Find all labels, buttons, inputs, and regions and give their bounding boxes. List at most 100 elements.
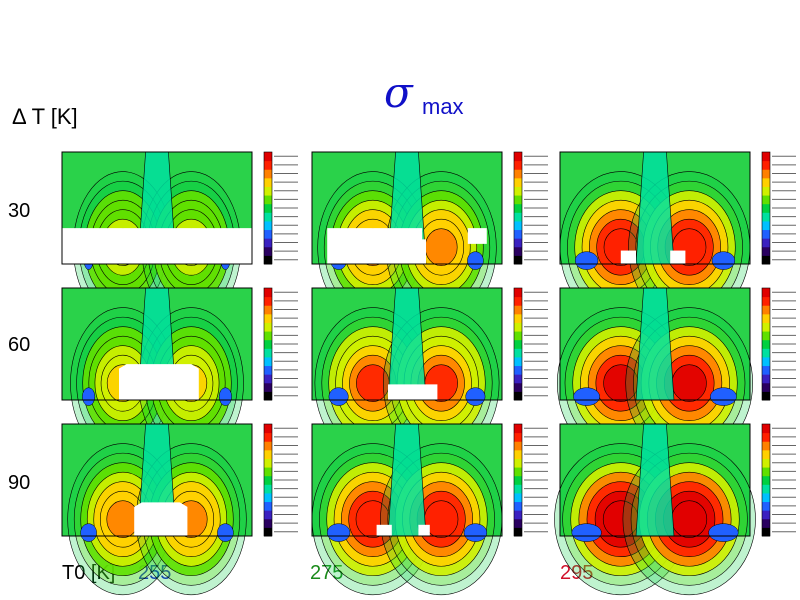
colorbar-segment	[514, 246, 522, 256]
colorbar-segment	[762, 169, 770, 179]
colorbar-segment	[514, 391, 522, 401]
colorbar-segment	[762, 339, 770, 349]
colorbar-segment	[762, 220, 770, 231]
colorbar-segment	[514, 186, 522, 196]
colorbar-segment	[762, 374, 770, 384]
colorbar-segment	[264, 212, 272, 222]
colorbar-frame	[761, 423, 771, 537]
colorbar-segment	[264, 296, 272, 306]
colorbar-segment	[264, 348, 272, 358]
colorbar-segment	[264, 501, 272, 511]
colorbar-segment	[514, 365, 522, 375]
colorbar-segment	[514, 177, 522, 187]
colorbar-segment	[762, 527, 770, 537]
colorbar-segment	[264, 339, 272, 349]
colorbar-segment	[762, 348, 770, 358]
plot-frame	[61, 151, 253, 265]
colorbar-segment	[762, 305, 770, 315]
contour-panel	[61, 423, 322, 596]
plot-frame	[61, 287, 253, 401]
colorbar-segment	[514, 356, 522, 367]
title-symbol: σ	[384, 68, 413, 117]
colorbar-segment	[264, 160, 272, 170]
contour-cold-core	[326, 523, 351, 542]
colorbar-segment	[762, 365, 770, 375]
colorbar-segment	[762, 322, 770, 332]
plot-frame	[311, 423, 503, 537]
plot-frame	[559, 423, 751, 537]
contour-line	[671, 364, 707, 402]
colorbar-frame	[513, 423, 523, 537]
plot-frame	[559, 151, 751, 265]
colorbar-segment	[264, 527, 272, 537]
row-label-90: 90	[8, 472, 31, 494]
colorbar-segment	[264, 305, 272, 315]
colorbar-segment	[264, 186, 272, 196]
colorbar-segment	[762, 229, 770, 239]
colorbar-segment	[514, 331, 522, 341]
colorbar-segment	[514, 527, 522, 537]
colorbar-segment	[264, 441, 272, 451]
colorbar-segment	[762, 518, 770, 528]
colorbar-segment	[264, 203, 272, 213]
colorbar-segment	[514, 305, 522, 315]
contour-line	[671, 500, 708, 538]
contour-plot	[61, 151, 298, 324]
plot-frame	[559, 287, 751, 401]
colorbar-segment	[762, 467, 770, 477]
colorbar-segment	[264, 255, 272, 265]
colorbar-segment	[264, 288, 272, 298]
colorbar-segment	[762, 238, 770, 248]
contour-panel	[311, 287, 572, 460]
contour-cold-core	[574, 251, 599, 270]
colorbar-segment	[264, 449, 272, 459]
orography-mask	[418, 524, 430, 536]
colorbar-segment	[264, 322, 272, 332]
contour-plot	[559, 151, 796, 324]
colorbar-segment	[762, 458, 770, 468]
contour-plot	[311, 287, 548, 460]
colorbar-segment	[514, 484, 522, 494]
colorbar-segment	[264, 220, 272, 231]
colorbar-segment	[762, 449, 770, 459]
colorbar-segment	[514, 229, 522, 239]
colorbar-segment	[762, 160, 770, 170]
colorbar-segment	[762, 501, 770, 511]
colorbar-segment	[762, 432, 770, 442]
contour-cold-core	[467, 251, 484, 270]
colorbar-segment	[762, 296, 770, 306]
contour-plot	[557, 287, 796, 460]
colorbar-segment	[264, 424, 272, 434]
colorbar-segment	[514, 169, 522, 179]
colorbar-segment	[264, 382, 272, 392]
contour-plot	[61, 423, 298, 596]
colorbar-segment	[514, 296, 522, 306]
colorbar-segment	[762, 152, 770, 162]
colorbar-segment	[514, 510, 522, 520]
colorbar-segment	[264, 475, 272, 485]
orography-mask	[670, 250, 686, 264]
contour-cold-core	[463, 523, 488, 542]
orography-mask	[369, 239, 426, 264]
contour-panel	[61, 287, 322, 460]
contour-line	[106, 500, 140, 538]
contour-cold-core	[708, 523, 739, 542]
orography-mask	[376, 524, 392, 536]
colorbar-segment	[762, 424, 770, 434]
contour-cold-core	[573, 387, 600, 406]
colorbar-segment	[762, 195, 770, 205]
contour-cold-core	[218, 387, 232, 406]
colorbar-segment	[264, 492, 272, 503]
contour-panel	[61, 151, 322, 324]
colorbar-segment	[264, 365, 272, 375]
colorbar-segment	[264, 195, 272, 205]
colorbar-segment	[514, 458, 522, 468]
plot-frame	[61, 423, 253, 537]
colorbar-segment	[264, 374, 272, 384]
colorbar-segment	[762, 475, 770, 485]
colorbar-segment	[514, 212, 522, 222]
col-label-255: 255	[138, 562, 172, 584]
colorbar-segment	[264, 229, 272, 239]
contour-cold-core	[80, 523, 97, 542]
col-label-295: 295	[560, 562, 594, 584]
